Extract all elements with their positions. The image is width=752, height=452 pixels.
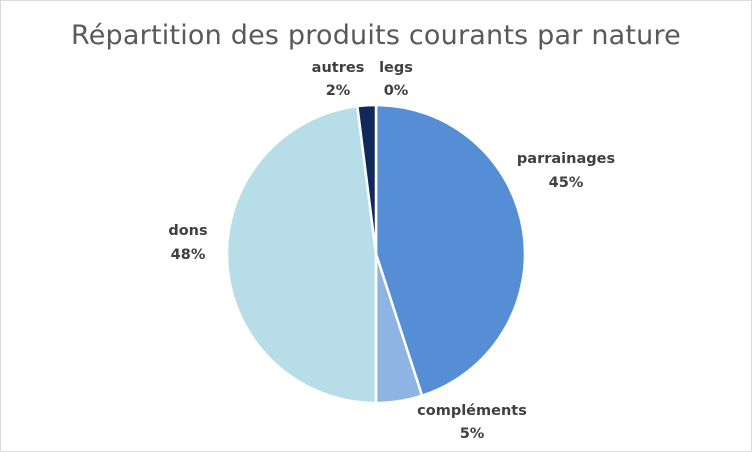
label-autres-name: autres bbox=[312, 60, 365, 76]
label-legs-name: legs bbox=[379, 60, 413, 76]
pie-labels: parrainages 45% compléments 5% dons 48% … bbox=[168, 60, 615, 442]
pie-slice-dons bbox=[225, 104, 378, 405]
label-complements-value: 5% bbox=[460, 426, 485, 442]
label-complements-name: compléments bbox=[417, 403, 527, 419]
label-autres-value: 2% bbox=[326, 83, 351, 99]
pie-slice-parrainages bbox=[374, 103, 527, 397]
chart-title: Répartition des produits courants par na… bbox=[71, 20, 681, 51]
label-parrainages-value: 45% bbox=[549, 175, 584, 191]
label-dons-name: dons bbox=[168, 223, 207, 239]
label-dons-value: 48% bbox=[171, 247, 206, 263]
pie-slices bbox=[225, 103, 527, 405]
label-parrainages-name: parrainages bbox=[517, 151, 615, 167]
label-legs-value: 0% bbox=[384, 83, 409, 99]
